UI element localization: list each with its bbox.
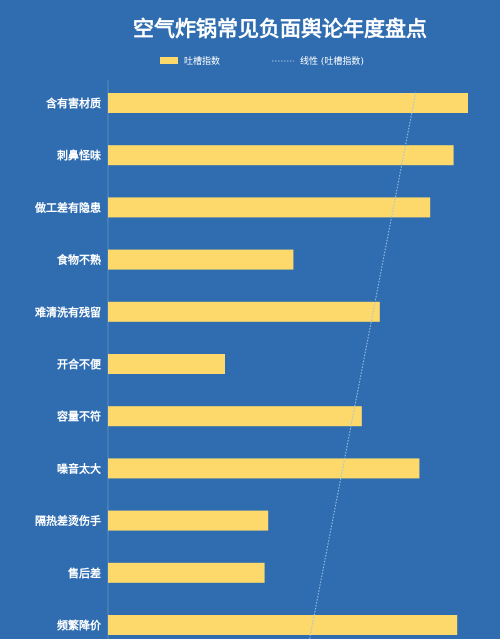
legend-bar-swatch <box>160 57 178 64</box>
trendline <box>309 92 417 639</box>
category-label: 容量不符 <box>56 409 101 423</box>
bar <box>108 562 265 583</box>
category-label: 开合不便 <box>57 357 102 371</box>
category-labels: 含有害材质刺鼻怪味做工差有隐患食物不熟难清洗有残留开合不便容量不符噪音太大隔热差… <box>34 96 102 632</box>
bar <box>108 301 380 322</box>
category-label: 刺鼻怪味 <box>56 148 101 162</box>
bar <box>108 615 458 635</box>
legend: 吐槽指数 线性 (吐槽指数) <box>160 55 364 67</box>
category-label: 难清洗有残留 <box>34 305 101 319</box>
bar <box>108 145 454 166</box>
bar <box>108 458 420 479</box>
bar <box>108 93 468 113</box>
category-label: 做工差有隐患 <box>34 200 101 214</box>
bar <box>108 249 294 270</box>
bar <box>108 510 269 531</box>
chart-title: 空气炸锅常见负面舆论年度盘点 <box>133 16 427 41</box>
category-label: 隔热差烫伤手 <box>35 514 101 528</box>
bar <box>108 354 225 374</box>
legend-trend-label: 线性 (吐槽指数) <box>300 55 364 67</box>
category-label: 食物不熟 <box>57 253 101 267</box>
bar <box>108 197 431 218</box>
bar <box>108 406 362 427</box>
bars <box>108 93 468 635</box>
category-label: 售后差 <box>67 566 101 580</box>
category-label: 频繁降价 <box>57 618 102 632</box>
category-label: 噪音太大 <box>57 461 101 475</box>
category-label: 含有害材质 <box>45 96 101 110</box>
legend-bar-label: 吐槽指数 <box>184 55 220 67</box>
